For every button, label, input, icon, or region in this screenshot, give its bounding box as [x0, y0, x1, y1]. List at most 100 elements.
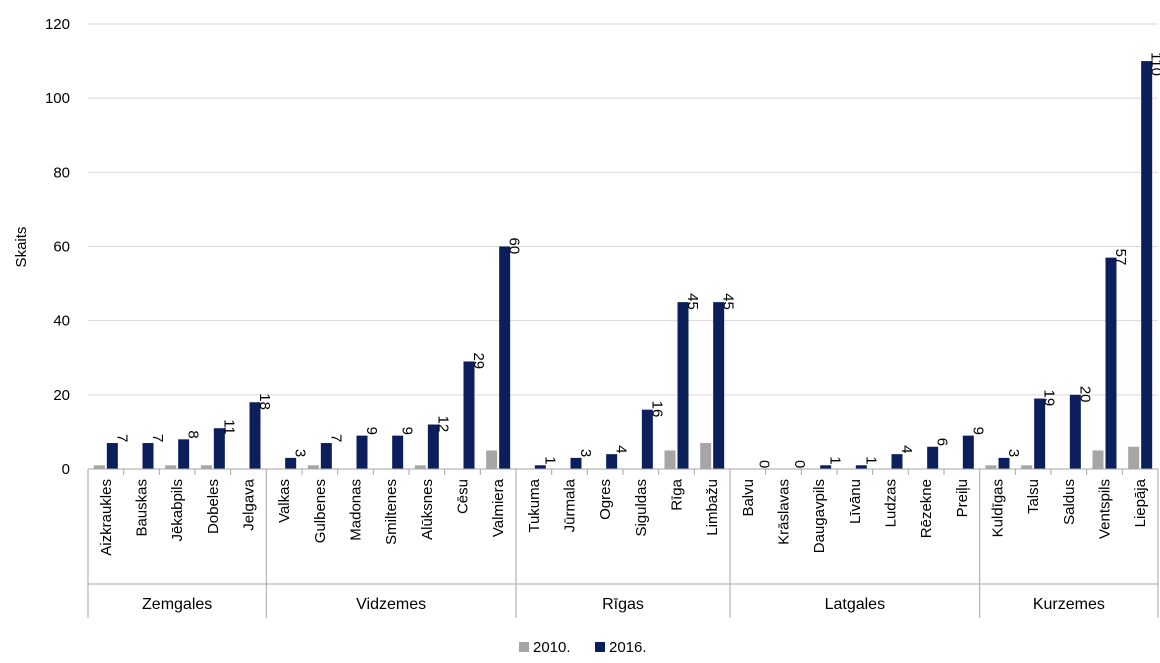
category-label: Ogres [597, 479, 614, 520]
bar-2016 [570, 457, 582, 469]
category-label: Siguldas [633, 479, 650, 537]
group-label: Zemgales [142, 596, 212, 613]
category-label: Valmiera [490, 478, 507, 537]
bar-2016 [463, 361, 475, 469]
data-label: 0 [755, 460, 772, 468]
y-tick-label: 120 [45, 16, 70, 33]
bar-2016 [392, 435, 404, 469]
y-tick-label: 100 [45, 90, 70, 107]
group-label: Kurzemes [1033, 596, 1105, 613]
category-label: Krāslavas [776, 479, 793, 545]
bar-2016 [213, 428, 225, 469]
bar-2010 [486, 450, 498, 469]
bar-2016 [178, 439, 190, 469]
category-label: Bauskas [134, 479, 151, 537]
y-axis-label: Skaits [13, 227, 30, 268]
bar-2016 [142, 443, 154, 469]
data-label: 19 [1041, 390, 1058, 407]
bar-2016 [1141, 61, 1153, 469]
y-tick-label: 60 [53, 239, 70, 256]
data-label: 11 [220, 419, 237, 435]
data-label: 0 [791, 460, 808, 468]
bar-2016 [285, 457, 297, 469]
data-label: 9 [399, 427, 416, 435]
data-label: 7 [149, 434, 166, 442]
data-label: 3 [292, 449, 309, 457]
group-label: Rīgas [602, 596, 644, 613]
data-label: 6 [934, 438, 951, 446]
data-label: 4 [613, 445, 630, 453]
bar-2016 [677, 302, 689, 469]
bar-2016 [249, 402, 261, 469]
data-label: 18 [256, 393, 273, 410]
bar-2010 [1092, 450, 1104, 469]
data-label: 7 [327, 434, 344, 442]
category-label: Dobeles [205, 479, 222, 534]
category-label: Valkas [276, 479, 293, 523]
category-label: Jelgava [241, 478, 258, 530]
legend-label: 2016. [609, 639, 647, 656]
category-label: Smiltenes [383, 479, 400, 545]
data-label: 45 [720, 293, 737, 310]
group-label: Vidzemes [356, 596, 426, 613]
data-label: 20 [1076, 386, 1093, 403]
category-label: Ludzas [883, 479, 900, 527]
data-label: 57 [1112, 249, 1129, 266]
category-label: Ventspils [1097, 479, 1114, 539]
category-label: Līvānu [847, 479, 864, 524]
category-label: Cēsu [455, 479, 472, 514]
category-label: Balvu [740, 479, 757, 517]
bar-2016 [641, 409, 653, 469]
data-label: 9 [969, 427, 986, 435]
bar-2016 [499, 246, 511, 469]
data-label: 29 [470, 352, 487, 369]
bar-2016 [998, 457, 1010, 469]
data-label: 4 [898, 445, 915, 453]
group-label: Latgales [825, 596, 886, 613]
data-label: 9 [363, 427, 380, 435]
legend-swatch-2010 [519, 642, 529, 652]
category-label: Jūrmala [562, 478, 579, 532]
category-label: Jēkabpils [169, 479, 186, 542]
category-label: Rēzekne [918, 479, 935, 538]
data-label: 3 [577, 449, 594, 457]
category-label: Daugavpils [811, 479, 828, 553]
y-tick-label: 20 [53, 387, 70, 404]
category-label: Limbažu [704, 479, 721, 536]
bar-2016 [855, 465, 867, 469]
bar-2010 [1021, 465, 1033, 469]
category-label: Rīga [669, 478, 686, 510]
bar-2010 [200, 465, 212, 469]
data-label: 45 [684, 293, 701, 310]
category-label: Madonas [348, 479, 365, 541]
bar-2010 [985, 465, 997, 469]
category-label: Talsu [1025, 479, 1042, 514]
data-label: 12 [434, 416, 451, 433]
data-label: 60 [506, 238, 523, 255]
legend-label: 2010. [533, 639, 571, 656]
bar-2016 [356, 435, 368, 469]
bar-2016 [1069, 394, 1081, 469]
bar-2016 [427, 424, 439, 469]
bar-2010 [1128, 446, 1140, 469]
bar-2016 [927, 446, 939, 469]
category-label: Tukuma [526, 478, 543, 532]
bar-2016 [820, 465, 832, 469]
bar-2010 [307, 465, 319, 469]
bar-2016 [1034, 398, 1046, 469]
bar-2016 [606, 454, 618, 469]
data-label: 8 [185, 430, 202, 438]
data-label: 1 [862, 456, 879, 464]
category-label: Kuldīgas [990, 479, 1007, 537]
bar-2010 [414, 465, 426, 469]
bar-2010 [664, 450, 676, 469]
category-label: Liepāja [1132, 478, 1149, 527]
bar-2016 [891, 454, 903, 469]
bar-2010 [700, 443, 712, 469]
data-label: 110 [1148, 52, 1160, 76]
y-tick-label: 0 [62, 461, 70, 478]
bar-2010 [165, 465, 177, 469]
data-label: 1 [541, 456, 558, 464]
